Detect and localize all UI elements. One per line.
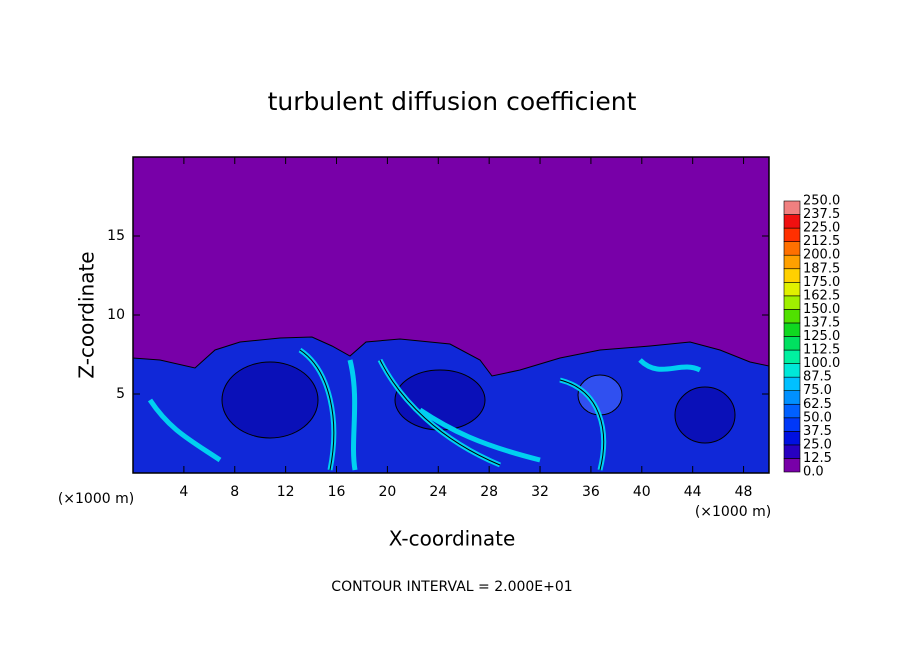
x-tick-label: 24 <box>429 484 447 500</box>
x-tick-label: 32 <box>531 484 549 500</box>
field <box>132 156 770 474</box>
colorbar-label: 50.0 <box>803 410 832 425</box>
colorbar-bin <box>783 309 801 324</box>
colorbar-bin <box>783 431 801 446</box>
colorbar-bin <box>783 322 801 337</box>
x-tick-label: 36 <box>582 484 600 500</box>
colorbar-label: 0.0 <box>803 465 824 480</box>
x-tick-label: 28 <box>480 484 498 500</box>
colorbar-label: 37.5 <box>803 424 832 439</box>
annotation: CONTOUR INTERVAL = 2.000E+01 <box>331 579 572 595</box>
y-unit-label: (×1000 m) <box>58 491 134 507</box>
colorbar-label: 250.0 <box>803 194 840 209</box>
x-tick-label: 40 <box>633 484 651 500</box>
colorbar-bin <box>783 214 801 229</box>
colorbar-label: 12.5 <box>803 451 832 466</box>
colorbar-bin <box>783 281 801 297</box>
colorbar-label: 150.0 <box>803 302 840 317</box>
colorbar-bin <box>783 458 801 473</box>
x-tick-label: 44 <box>684 484 702 500</box>
y-axis-label: Z-coordinate <box>75 251 99 378</box>
colorbar-bin <box>783 336 801 351</box>
colorbar-label: 237.5 <box>803 207 840 222</box>
x-tick-label: 12 <box>277 484 295 500</box>
colorbar-label: 200.0 <box>803 248 840 263</box>
colorbar-bin <box>783 349 801 364</box>
field-region <box>674 386 736 444</box>
x-tick-label: 20 <box>378 484 396 500</box>
colorbar-bin <box>783 390 801 405</box>
colorbar-bin <box>783 200 801 215</box>
x-axis-label: X-coordinate <box>389 527 516 551</box>
colorbar-bin <box>783 241 801 256</box>
x-unit-label: (×1000 m) <box>695 504 771 520</box>
colorbar-label: 137.5 <box>803 315 840 330</box>
colorbar-bin <box>783 295 801 310</box>
colorbar-bin <box>783 403 801 419</box>
colorbar-bin <box>783 417 801 432</box>
colorbar-label: 112.5 <box>803 343 840 358</box>
y-tick-label: 10 <box>107 307 125 323</box>
colorbar-label: 162.5 <box>803 288 840 303</box>
colorbar-label: 62.5 <box>803 397 832 412</box>
colorbar-bin <box>783 227 801 242</box>
colorbar-label: 175.0 <box>803 275 840 290</box>
colorbar-label: 25.0 <box>803 437 832 452</box>
colorbar-bin <box>783 268 801 283</box>
colorbar-label: 212.5 <box>803 234 840 249</box>
colorbar-label: 187.5 <box>803 261 840 276</box>
colorbar-label: 225.0 <box>803 221 840 236</box>
field-region <box>221 361 319 439</box>
colorbar-bin <box>783 363 801 378</box>
colorbar-label: 100.0 <box>803 356 840 371</box>
y-tick-label: 5 <box>116 386 125 402</box>
chart-title: turbulent diffusion coefficient <box>268 87 637 116</box>
x-tick-label: 4 <box>179 484 188 500</box>
colorbar-label: 75.0 <box>803 383 832 398</box>
colorbar-label: 125.0 <box>803 329 840 344</box>
field-contour <box>299 349 605 471</box>
colorbar-bin <box>783 254 801 270</box>
colorbar-bin <box>783 444 801 459</box>
y-tick-label: 15 <box>107 228 125 244</box>
x-tick-label: 8 <box>230 484 239 500</box>
colorbar-bin <box>783 376 801 391</box>
colorbar-label: 87.5 <box>803 370 832 385</box>
x-tick-label: 48 <box>735 484 753 500</box>
x-tick-label: 16 <box>328 484 346 500</box>
